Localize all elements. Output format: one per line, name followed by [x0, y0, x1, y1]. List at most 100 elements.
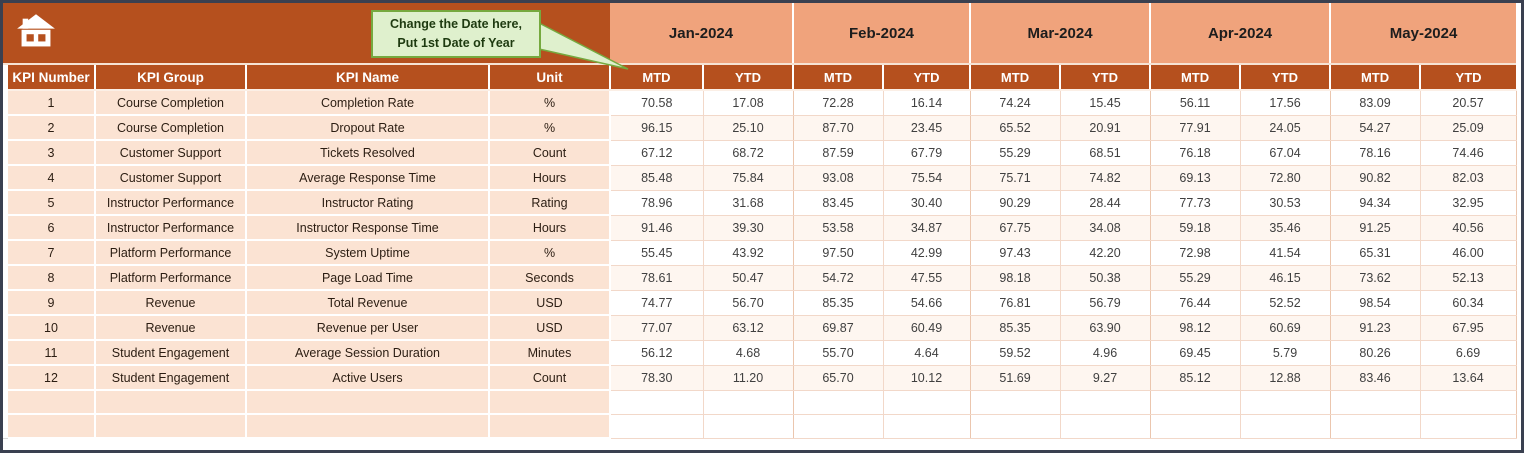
kpi-value-cell: 77.73: [1150, 190, 1241, 216]
month-header-jan-2024[interactable]: Jan-2024: [610, 3, 793, 65]
left-gutter: [3, 115, 8, 140]
kpi-value-cell: 85.12: [1150, 365, 1241, 391]
month-header-feb-2024[interactable]: Feb-2024: [791, 3, 971, 65]
kpi-name-cell: Dropout Rate: [246, 115, 490, 141]
empty-value-cell: [793, 414, 884, 439]
home-button[interactable]: [16, 12, 56, 52]
kpi-value-cell: 23.45: [883, 115, 971, 141]
kpi-value-cell: 77.91: [1150, 115, 1241, 141]
kpi-value-cell: 75.71: [970, 165, 1061, 191]
empty-value-cell: [1330, 390, 1421, 415]
kpi-value-cell: 50.38: [1060, 265, 1151, 291]
empty-row: [3, 390, 1517, 415]
empty-value-cell: [1420, 390, 1517, 415]
kpi-value-cell: 34.87: [883, 215, 971, 241]
empty-row: [3, 414, 1517, 439]
kpi-value-cell: 98.54: [1330, 290, 1421, 316]
kpi-value-cell: 35.46: [1240, 215, 1331, 241]
empty-value-cell: [1060, 390, 1151, 415]
kpi-unit-cell: USD: [489, 290, 611, 316]
empty-value-cell: [610, 390, 704, 415]
kpi-value-cell: 91.23: [1330, 315, 1421, 341]
empty-value-cell: [1240, 414, 1331, 439]
kpi-group-cell: Course Completion: [95, 90, 247, 116]
kpi-value-cell: 55.70: [793, 340, 884, 366]
kpi-group-cell: Platform Performance: [95, 265, 247, 291]
subcolumn-jan-2024-mtd: MTD: [609, 64, 703, 91]
table-row: 1 Course Completion Completion Rate% 70.58 1…: [3, 90, 1517, 116]
table-row: 10 Revenue Revenue per User USD 77.07 63.12 69…: [3, 315, 1517, 341]
kpi-number-cell: 2: [8, 115, 96, 141]
left-gutter: [3, 165, 8, 190]
column-header-kpi-number: KPI Number: [8, 64, 95, 91]
left-gutter: [3, 215, 8, 240]
kpi-group-cell: Platform Performance: [95, 240, 247, 266]
kpi-value-cell: 24.05: [1240, 115, 1331, 141]
table-row: 9 Revenue Total Revenue USD 74.77 56.70 85.35 5…: [3, 290, 1517, 316]
table-row: 6 Instructor Performance Instructor Respon…: [3, 215, 1517, 241]
kpi-value-cell: 51.69: [970, 365, 1061, 391]
kpi-value-cell: 63.12: [703, 315, 794, 341]
kpi-value-cell: 40.56: [1420, 215, 1517, 241]
kpi-value-cell: 80.26: [1330, 340, 1421, 366]
kpi-name-cell: Active Users: [246, 365, 490, 391]
kpi-value-cell: 85.35: [970, 315, 1061, 341]
kpi-value-cell: 25.09: [1420, 115, 1517, 141]
kpi-value-cell: 17.08: [703, 90, 794, 116]
kpi-value-cell: 59.52: [970, 340, 1061, 366]
subcolumn-apr-2024-mtd: MTD: [1149, 64, 1241, 91]
kpi-value-cell: 60.69: [1240, 315, 1331, 341]
kpi-name-cell: Tickets Resolved: [246, 140, 490, 166]
kpi-value-cell: 91.25: [1330, 215, 1421, 241]
kpi-value-cell: 59.18: [1150, 215, 1241, 241]
kpi-value-cell: 65.52: [970, 115, 1061, 141]
kpi-value-cell: 56.11: [1150, 90, 1241, 116]
kpi-number-cell: 11: [8, 340, 96, 366]
kpi-value-cell: 67.12: [610, 140, 704, 166]
kpi-value-cell: 65.31: [1330, 240, 1421, 266]
kpi-value-cell: 69.45: [1150, 340, 1241, 366]
month-header-mar-2024[interactable]: Mar-2024: [969, 3, 1151, 65]
kpi-value-cell: 65.70: [793, 365, 884, 391]
month-header-may-2024[interactable]: May-2024: [1329, 3, 1517, 65]
left-gutter: [3, 290, 8, 315]
kpi-value-cell: 11.20: [703, 365, 794, 391]
month-header-apr-2024[interactable]: Apr-2024: [1149, 3, 1331, 65]
kpi-value-cell: 20.57: [1420, 90, 1517, 116]
kpi-value-cell: 53.58: [793, 215, 884, 241]
kpi-value-cell: 83.45: [793, 190, 884, 216]
kpi-value-cell: 63.90: [1060, 315, 1151, 341]
kpi-value-cell: 68.51: [1060, 140, 1151, 166]
kpi-unit-cell: Hours: [489, 215, 611, 241]
kpi-value-cell: 85.48: [610, 165, 704, 191]
empty-value-cell: [1150, 414, 1241, 439]
kpi-value-cell: 69.13: [1150, 165, 1241, 191]
kpi-value-cell: 85.35: [793, 290, 884, 316]
kpi-value-cell: 73.62: [1330, 265, 1421, 291]
subcolumn-mar-2024-mtd: MTD: [969, 64, 1061, 91]
kpi-value-cell: 98.12: [1150, 315, 1241, 341]
subcolumn-jan-2024-ytd: YTD: [702, 64, 793, 91]
table-row: 5 Instructor Performance Instructor Rating…: [3, 190, 1517, 216]
kpi-number-cell: 3: [8, 140, 96, 166]
empty-label-cell: [489, 390, 611, 415]
kpi-value-cell: 78.61: [610, 265, 704, 291]
kpi-value-cell: 28.44: [1060, 190, 1151, 216]
kpi-unit-cell: Count: [489, 140, 611, 166]
kpi-value-cell: 76.81: [970, 290, 1061, 316]
kpi-value-cell: 83.09: [1330, 90, 1421, 116]
empty-value-cell: [703, 414, 794, 439]
home-icon: [17, 14, 55, 47]
kpi-group-cell: Customer Support: [95, 165, 247, 191]
kpi-value-cell: 90.29: [970, 190, 1061, 216]
left-gutter: [3, 315, 8, 340]
empty-value-cell: [970, 414, 1061, 439]
kpi-unit-cell: USD: [489, 315, 611, 341]
kpi-group-cell: Instructor Performance: [95, 190, 247, 216]
kpi-value-cell: 32.95: [1420, 190, 1517, 216]
kpi-value-cell: 75.84: [703, 165, 794, 191]
kpi-group-cell: Course Completion: [95, 115, 247, 141]
kpi-number-cell: 8: [8, 265, 96, 291]
kpi-name-cell: Instructor Rating: [246, 190, 490, 216]
